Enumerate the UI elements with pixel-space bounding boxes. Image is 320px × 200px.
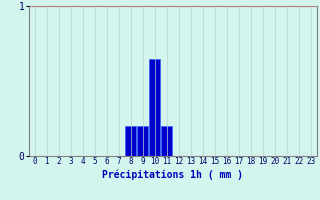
- Bar: [137, 126, 148, 156]
- Bar: [125, 126, 136, 156]
- X-axis label: Précipitations 1h ( mm ): Précipitations 1h ( mm ): [102, 169, 243, 180]
- Bar: [149, 58, 160, 156]
- Bar: [161, 126, 172, 156]
